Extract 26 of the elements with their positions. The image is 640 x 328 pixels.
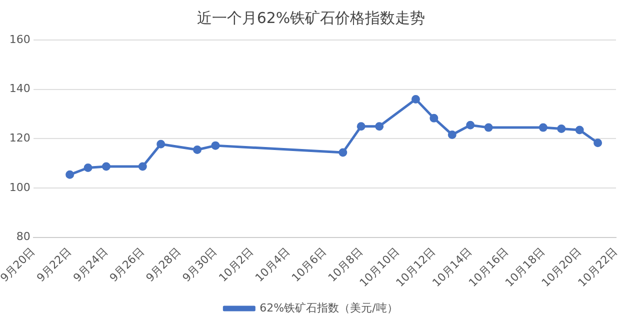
- y-tick-label: 80: [16, 230, 30, 244]
- point: [211, 141, 220, 150]
- y-tick-label: 100: [9, 180, 30, 194]
- point: [594, 138, 602, 148]
- chart-title: 近一个月62%铁矿石价格指数走势: [196, 8, 426, 27]
- point: [102, 162, 110, 171]
- point: [466, 120, 475, 130]
- point: [138, 162, 147, 171]
- y-tick-label: 140: [9, 82, 30, 96]
- point: [430, 114, 438, 122]
- point: [66, 170, 74, 179]
- point: [356, 122, 366, 131]
- y-tick-label: 160: [9, 32, 30, 46]
- point: [411, 94, 420, 104]
- point: [448, 130, 456, 139]
- point: [156, 140, 166, 148]
- legend-label: 62%铁矿石指数（美元/吨）: [260, 301, 398, 314]
- point: [84, 164, 92, 172]
- point: [375, 122, 384, 131]
- y-tick-label: 120: [9, 132, 30, 145]
- point: [557, 124, 566, 134]
- point: [484, 123, 493, 132]
- point: [575, 126, 584, 134]
- point: [538, 123, 548, 132]
- point: [338, 148, 348, 157]
- point: [193, 146, 202, 154]
